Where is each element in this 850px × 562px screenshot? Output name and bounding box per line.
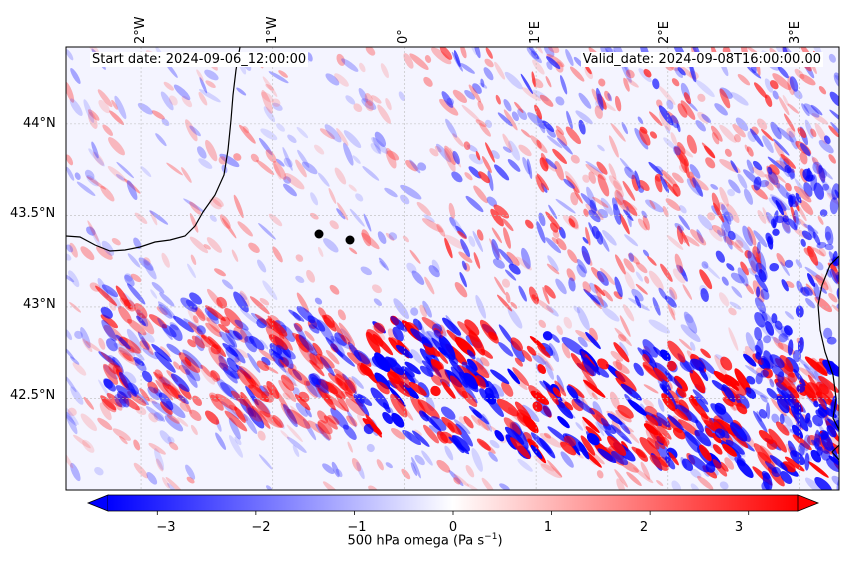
colorbar-tick-label: 2 bbox=[639, 520, 649, 535]
lat-label-42-5n: 42.5°N bbox=[10, 388, 56, 403]
colorbar bbox=[86, 494, 820, 515]
lat-label-43-5n: 43.5°N bbox=[10, 206, 56, 221]
lon-label-3e: 3°E bbox=[788, 21, 803, 44]
lon-label-2e: 2°E bbox=[657, 21, 672, 44]
lon-label-2w: 2°W bbox=[133, 16, 148, 44]
colorbar-tick-label: 1 bbox=[543, 520, 553, 535]
coastline-bay-of-biscay bbox=[66, 47, 241, 252]
lon-label-1w: 1°W bbox=[265, 16, 280, 44]
colorbar-tick-label: −3 bbox=[156, 520, 176, 535]
lon-label-0: 0° bbox=[396, 29, 411, 44]
omega-field bbox=[66, 47, 839, 490]
coastline-mediterranean bbox=[817, 255, 839, 461]
station-marker-1 bbox=[314, 229, 324, 239]
colorbar-tick-label: −2 bbox=[251, 520, 271, 535]
station-marker-2 bbox=[345, 235, 355, 245]
colorbar-tick-label: 3 bbox=[734, 520, 744, 535]
lat-label-43n: 43°N bbox=[23, 297, 56, 312]
lon-label-1e: 1°E bbox=[528, 21, 543, 44]
colorbar-title: 500 hPa omega (Pa s−1) bbox=[347, 532, 503, 549]
gridlines bbox=[66, 47, 839, 490]
colorbar-tick-label: −1 bbox=[347, 520, 367, 535]
lat-label-44n: 44°N bbox=[23, 116, 56, 131]
colorbar-tick-label: 0 bbox=[448, 520, 458, 535]
start-date-label: Start date: 2024-09-06_12:00:00 bbox=[90, 52, 309, 67]
map-frame bbox=[65, 46, 840, 491]
valid-date-label: Valid_date: 2024-09-08T16:00:00.00 bbox=[580, 52, 823, 67]
